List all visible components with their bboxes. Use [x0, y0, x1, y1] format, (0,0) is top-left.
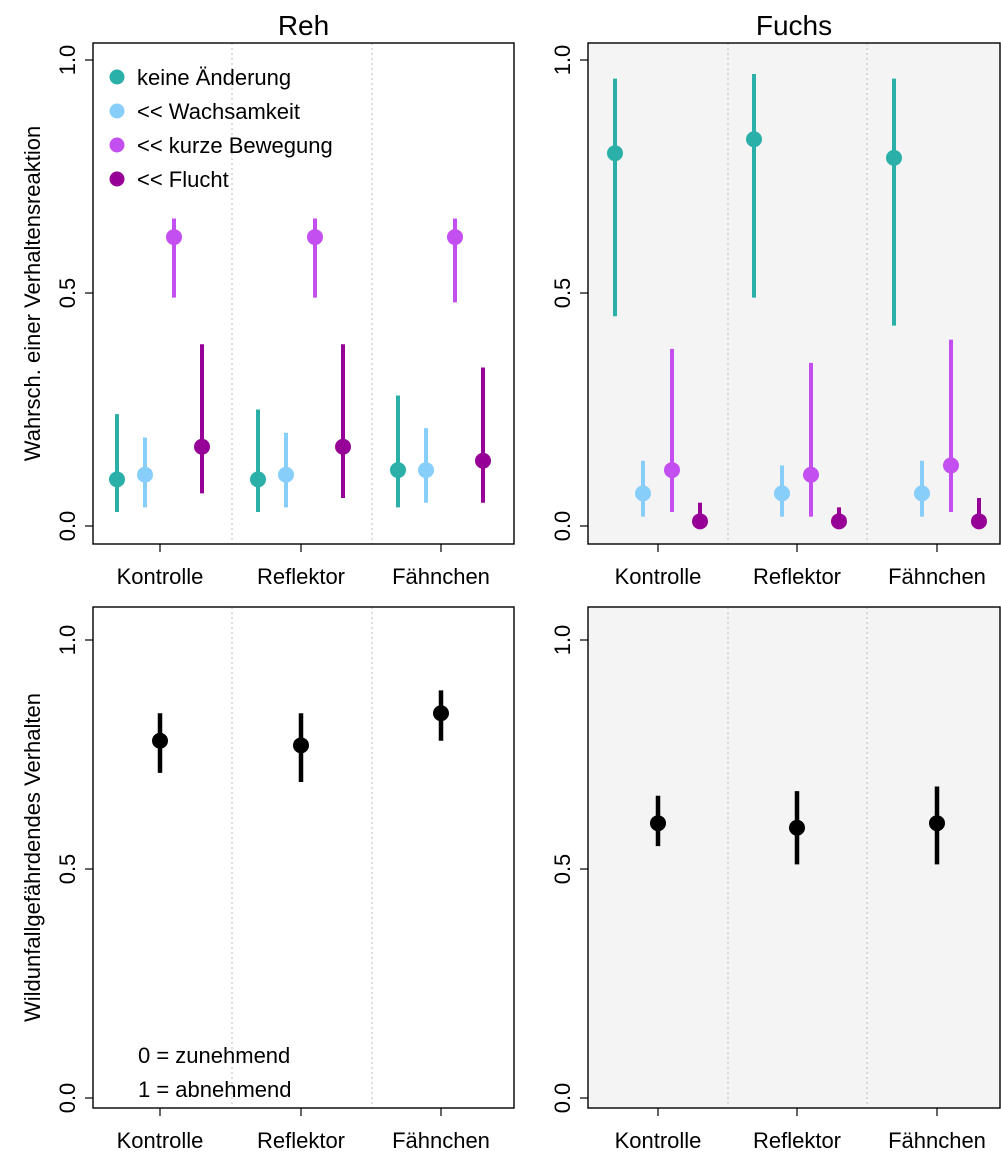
data-point [746, 131, 762, 148]
x-tick-label: Reflektor [753, 564, 841, 589]
legend-marker [109, 137, 125, 153]
x-tick-label: Kontrolle [117, 564, 204, 589]
y-tick-label: 1.0 [550, 45, 575, 76]
y-axis-title: Wahrsch. einer Verhaltensreaktion [20, 126, 45, 461]
x-tick-label: Fähnchen [392, 1128, 490, 1153]
legend-marker [109, 103, 125, 119]
series-4 [692, 498, 987, 530]
panel-4: Kontrolle Reflektor Fähnchen 0.0 0.5 1.0 [550, 606, 1001, 1153]
y-tick-label: 0.5 [550, 278, 575, 309]
data-point [390, 462, 406, 479]
data-point [971, 513, 987, 530]
data-point [307, 229, 323, 246]
data-point [943, 457, 959, 474]
x-tick-label: Reflektor [257, 564, 345, 589]
plot-border [92, 606, 515, 1109]
data-point [692, 513, 708, 530]
legend-label: keine Änderung [137, 65, 291, 90]
series-2 [137, 428, 434, 508]
x-tick-label: Fähnchen [392, 564, 490, 589]
data-point [433, 705, 449, 722]
plot-border [92, 42, 515, 545]
x-tick-label: Fähnchen [888, 564, 986, 589]
panel-3: Kontrolle Reflektor Fähnchen 0.0 0.5 1.0 Wildu… [20, 606, 515, 1153]
series-1 [650, 786, 945, 865]
y-tick-label: 1.0 [55, 45, 80, 76]
data-point [929, 815, 945, 832]
series-1 [607, 73, 902, 326]
y-tick-label: 0.0 [550, 511, 575, 542]
y-tick-label: 0.5 [550, 854, 575, 885]
y-tick-label: 0.5 [55, 278, 80, 309]
data-point [166, 229, 182, 246]
x-tick-label: Reflektor [753, 1128, 841, 1153]
y-axis-title: Wildunfallgefährdendes Verhalten [20, 693, 45, 1022]
series-3 [166, 218, 463, 303]
annotation-line: 0 = zunehmend [138, 1043, 290, 1068]
y-tick-label: 0.0 [550, 1083, 575, 1114]
legend-marker [109, 171, 125, 187]
panel-title: Fuchs [756, 10, 832, 41]
data-point [293, 737, 309, 754]
legend-marker [109, 69, 125, 85]
x-tick-label: Kontrolle [615, 1128, 702, 1153]
data-point [914, 485, 930, 502]
data-point [335, 438, 351, 455]
data-point [447, 229, 463, 246]
y-tick-label: 1.0 [550, 625, 575, 656]
data-point [278, 466, 294, 483]
data-point [650, 815, 666, 832]
legend-label: << Wachsamkeit [137, 99, 300, 124]
data-point [109, 471, 125, 488]
x-tick-label: Kontrolle [117, 1128, 204, 1153]
plot-area [588, 43, 1000, 544]
data-point [803, 466, 819, 483]
data-point [886, 149, 902, 166]
data-point [774, 485, 790, 502]
series-1 [109, 395, 406, 513]
y-tick-label: 0.0 [55, 511, 80, 542]
plot-border [587, 42, 1001, 545]
x-tick-label: Reflektor [257, 1128, 345, 1153]
series-1 [152, 690, 449, 782]
legend-label: << kurze Bewegung [137, 133, 333, 158]
annotation: 0 = zunehmend 1 = abnehmend [138, 1043, 292, 1102]
annotation-line: 1 = abnehmend [138, 1077, 292, 1102]
data-point [194, 438, 210, 455]
y-tick-label: 1.0 [55, 625, 80, 656]
data-point [137, 466, 153, 483]
panel-1: Kontrolle Reflektor Fähnchen 0.0 0.5 1.0 Reh Wa… [20, 10, 515, 589]
plot-area [93, 607, 514, 1108]
series-3 [664, 339, 959, 517]
data-point [152, 732, 168, 749]
data-point [250, 471, 266, 488]
panel-title: Reh [278, 10, 329, 41]
series-2 [635, 460, 930, 517]
series-4 [194, 344, 491, 503]
legend: keine Änderung << Wachsamkeit << kurze Bew… [109, 65, 333, 192]
y-tick-label: 0.0 [55, 1083, 80, 1114]
panel-2: Kontrolle Reflektor Fähnchen 0.0 0.5 1.0 Fuchs [550, 10, 1001, 589]
data-point [789, 819, 805, 836]
data-point [635, 485, 651, 502]
data-point [664, 462, 680, 479]
legend-label: << Flucht [137, 167, 229, 192]
plot-border [587, 606, 1001, 1109]
plot-area [588, 607, 1000, 1108]
data-point [475, 452, 491, 469]
data-point [607, 145, 623, 162]
x-tick-label: Fähnchen [888, 1128, 986, 1153]
x-tick-label: Kontrolle [615, 564, 702, 589]
y-tick-label: 0.5 [55, 854, 80, 885]
data-point [418, 462, 434, 479]
plot-area [93, 43, 514, 544]
data-point [831, 513, 847, 530]
